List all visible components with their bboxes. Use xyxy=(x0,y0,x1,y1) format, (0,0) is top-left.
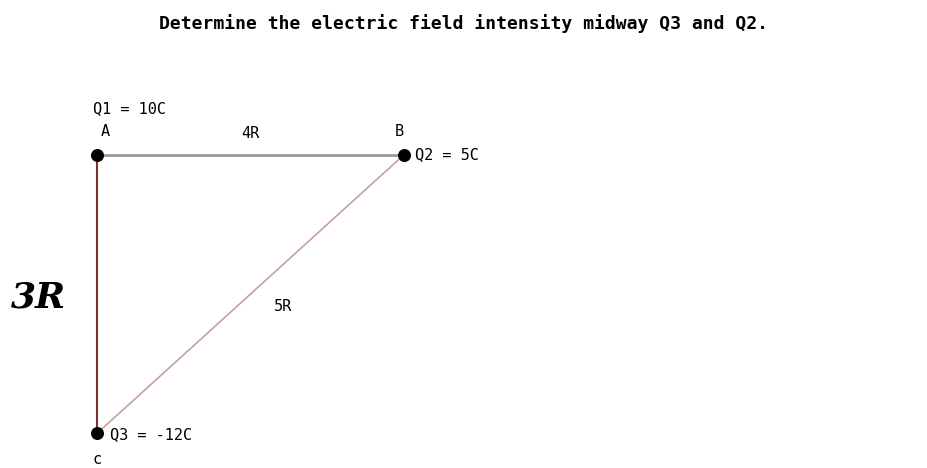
Text: 5R: 5R xyxy=(273,299,292,314)
Text: Q2 = 5C: Q2 = 5C xyxy=(414,147,478,162)
Point xyxy=(90,429,105,437)
Text: A: A xyxy=(101,124,110,139)
Text: Q3 = -12C: Q3 = -12C xyxy=(110,428,192,443)
Text: Determine the electric field intensity midway Q3 and Q2.: Determine the electric field intensity m… xyxy=(159,14,768,33)
Text: B: B xyxy=(394,124,403,139)
Point xyxy=(396,151,411,159)
Text: 4R: 4R xyxy=(241,125,260,140)
Point xyxy=(90,151,105,159)
Text: 3R: 3R xyxy=(11,280,66,314)
Text: Q1 = 10C: Q1 = 10C xyxy=(93,101,166,116)
Text: c: c xyxy=(93,452,102,467)
